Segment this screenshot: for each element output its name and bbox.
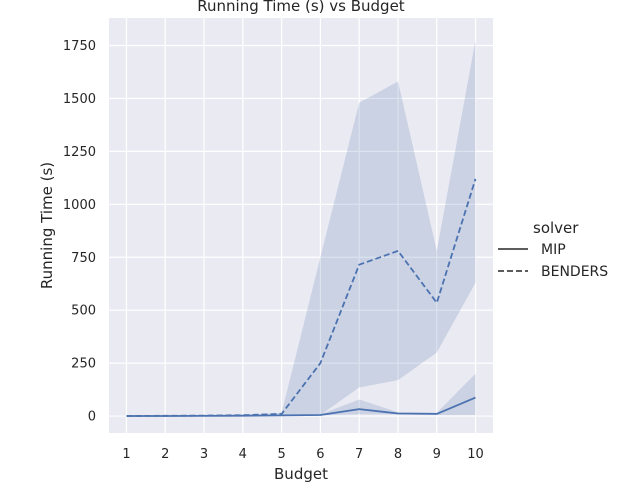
y-axis-title: Running Time (s) — [38, 162, 56, 289]
y-tick-label: 1250 — [63, 145, 96, 160]
legend-label-benders: BENDERS — [541, 264, 608, 280]
x-tick-label: 4 — [239, 447, 247, 462]
series-lines — [126, 178, 477, 417]
x-tick-label: 10 — [467, 447, 484, 462]
legend-label-mip: MIP — [541, 242, 566, 258]
grid — [109, 18, 493, 433]
x-tick-label: 5 — [277, 447, 285, 462]
series-line-benders — [126, 178, 477, 417]
y-tick-label: 250 — [71, 357, 96, 372]
x-tick-label: 7 — [355, 447, 363, 462]
y-tick-label: 1000 — [63, 198, 96, 213]
y-tick-label: 750 — [71, 251, 96, 266]
chart-title: Running Time (s) vs Budget — [197, 0, 405, 15]
x-tick-label: 9 — [433, 447, 441, 462]
x-tick-label: 1 — [122, 447, 130, 462]
y-tick-label: 500 — [71, 304, 96, 319]
tick-labels: 0 250 500 750 1000 1250 1500 1750 1 2 3 4 5 6 7 8 9 10 — [63, 39, 484, 462]
legend-title: solver — [533, 219, 579, 237]
x-tick-label: 3 — [200, 447, 208, 462]
legend: solver MIP BENDERS — [498, 219, 608, 280]
plot-area — [109, 18, 493, 433]
x-tick-label: 8 — [394, 447, 402, 462]
ci-band-benders — [126, 40, 476, 416]
x-axis-title: Budget — [274, 465, 328, 483]
y-tick-label: 1500 — [63, 92, 96, 107]
x-tick-label: 6 — [316, 447, 324, 462]
x-tick-label: 2 — [161, 447, 169, 462]
y-tick-label: 0 — [88, 410, 96, 425]
y-tick-label: 1750 — [63, 39, 96, 54]
